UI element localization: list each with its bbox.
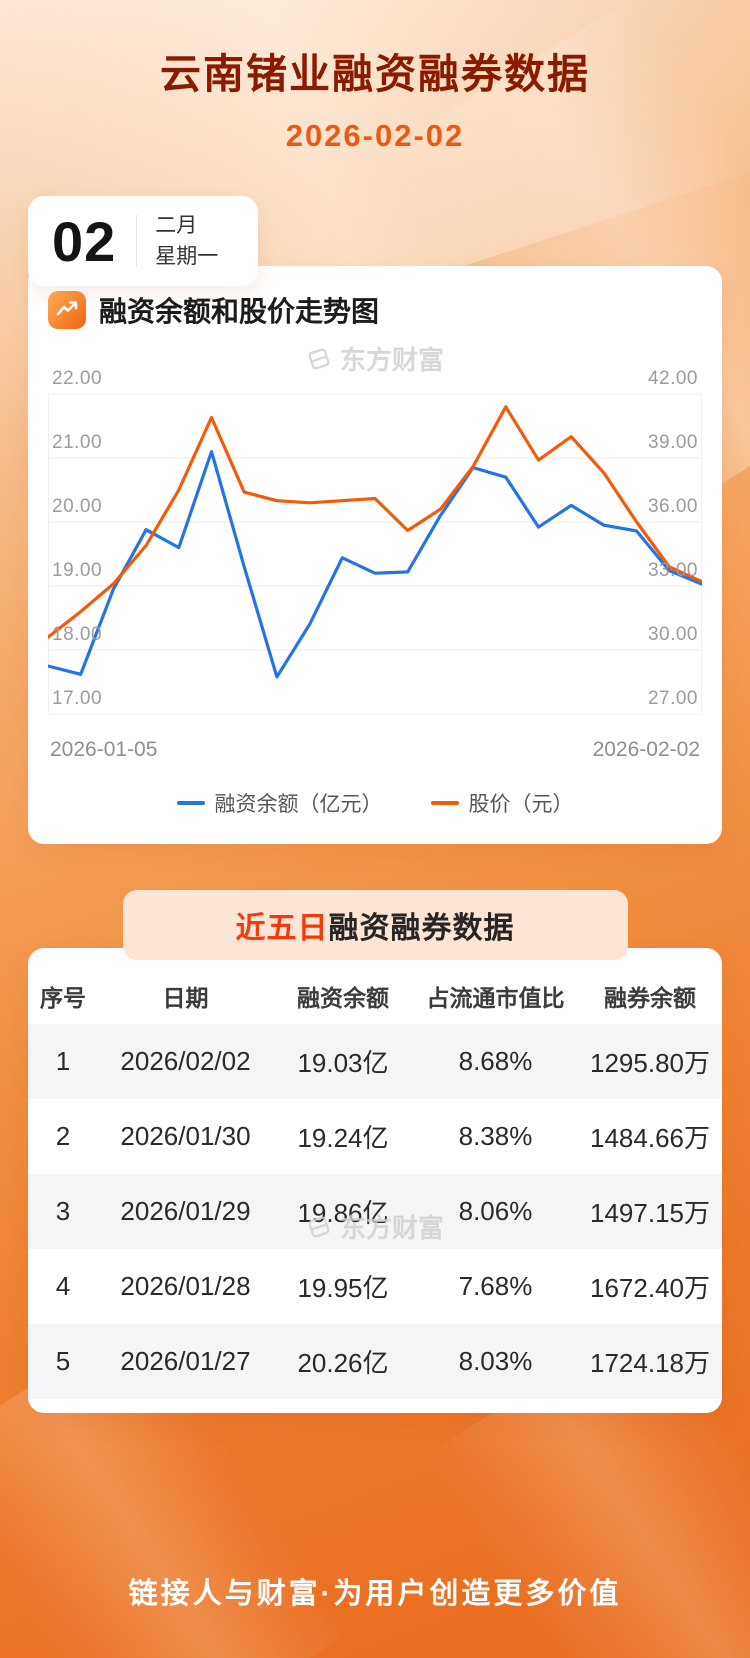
table-header-cell: 融券余额 [604,985,696,1011]
footer-slogan: 链接人与财富·为用户创造更多价值 [128,1578,622,1610]
chart-title: 融资余额和股价走势图 [99,296,380,327]
table-header-row: 序号 日期 融资余额 占流通市值比 融券余额 [28,968,722,1024]
table-cell: 1295.80万 [590,1048,710,1078]
table-title-highlight: 近五日 [235,912,329,945]
table-cell: 2026/02/02 [120,1046,251,1076]
right-axis-tick: 27.00 [647,688,698,709]
chart-card: 融资余额和股价走势图 东方财富 22.00 21.00 20.00 19.00 18.0… [28,266,722,844]
page-title: 云南锗业融资融券数据 [160,51,590,97]
legend-label: 融资余额（亿元） [214,793,383,816]
trend-chart-icon [48,291,86,329]
table-cell: 3 [55,1196,71,1226]
table-cell: 1 [55,1046,71,1076]
table-card: 序号 日期 融资余额 占流通市值比 融券余额 1 2026/02/02 19.03亿 8.68… [28,948,722,1413]
table-header-cell: 日期 [162,985,209,1011]
table-header-cell: 占流通市值比 [426,985,565,1011]
table-cell: 2026/01/27 [120,1346,251,1376]
table-cell: 1724.18万 [590,1348,710,1378]
table-cell: 19.03亿 [297,1048,389,1078]
table-header-cell: 序号 [40,985,86,1011]
table-cell: 19.95亿 [297,1273,389,1303]
table-cell: 2 [55,1121,71,1151]
table-row: 3 2026/01/29 19.86亿 8.06% 1497.15万 [28,1174,722,1249]
legend-item: 融资余额（亿元） [176,788,383,818]
table-cell: 19.86亿 [297,1198,389,1228]
table-title-badge: 近五日融资融券数据 [122,890,628,960]
table-cell: 2026/01/30 [120,1121,251,1151]
table-title-rest: 融资融券数据 [328,912,515,945]
table-cell: 2026/01/28 [120,1271,251,1301]
legend-label: 股价（元） [468,793,574,816]
table-cell: 8.68% [458,1046,533,1076]
table-cell: 5 [55,1346,71,1376]
table-row: 2 2026/01/30 19.24亿 8.38% 1484.66万 [28,1099,722,1174]
table-cell: 8.03% [458,1346,533,1376]
right-axis-tick: 39.00 [647,432,698,453]
left-axis-tick: 20.00 [52,496,103,517]
table-cell: 8.38% [458,1121,533,1151]
table-row: 4 2026/01/28 19.95亿 7.68% 1672.40万 [28,1249,722,1324]
date-badge: 02 二月 星期一 [28,196,258,286]
left-axis-tick: 21.00 [52,432,103,453]
table-row: 1 2026/02/02 19.03亿 8.68% 1295.80万 [28,1024,722,1099]
table-cell: 8.06% [458,1196,533,1226]
table-header-cell: 融资余额 [297,985,389,1011]
right-axis-tick: 30.00 [647,624,698,645]
page-date: 2026-02-02 [285,118,465,153]
watermark-text: 东方财富 [339,345,445,375]
right-axis-tick: 36.00 [647,496,698,517]
right-axis-tick: 33.00 [647,560,698,581]
table-cell: 1484.66万 [590,1123,710,1153]
line-chart-plot [48,393,702,715]
table-cell: 1497.15万 [590,1198,710,1228]
legend-marker [430,801,459,805]
table-cell: 2026/01/29 [120,1196,251,1226]
table-cell: 1672.40万 [590,1273,710,1303]
weekday-label: 星期一 [155,245,219,268]
table-cell: 4 [55,1271,71,1301]
table-cell: 19.24亿 [297,1123,389,1153]
day-number: 02 [52,209,117,273]
table-cell: 20.26亿 [297,1348,389,1378]
x-axis-start-label: 2026-01-05 [50,738,158,761]
divider [136,215,138,267]
left-axis-tick: 22.00 [52,368,103,389]
eastmoney-watermark: 东方财富 [306,340,444,377]
left-axis-tick: 17.00 [52,688,103,709]
eastmoney-logo-icon [308,347,330,370]
chart-area: 东方财富 22.00 21.00 20.00 19.00 18.00 17.00 42.00… [48,345,702,728]
left-axis-tick: 18.00 [52,624,103,645]
left-axis-tick: 19.00 [52,560,103,581]
month-label: 二月 [155,213,198,237]
table-section: 近五日融资融券数据 序号 日期 融资余额 占流通市值比 融券余额 1 2026/02/02… [0,890,750,1413]
chart-legend: 融资余额（亿元） 股价（元） [48,788,702,818]
table-cell: 7.68% [458,1271,533,1301]
right-axis-tick: 42.00 [647,368,698,389]
table-row: 5 2026/01/27 20.26亿 8.03% 1724.18万 [28,1324,722,1399]
legend-marker [176,801,205,805]
legend-item: 股价（元） [430,788,574,818]
table-body: 1 2026/02/02 19.03亿 8.68% 1295.80万 2 2026/01/3… [28,1024,722,1399]
page-footer: 链接人与财富·为用户创造更多价值 [0,1570,750,1658]
page-header: 云南锗业融资融券数据 2026-02-02 [0,0,750,154]
x-axis-end-label: 2026-02-02 [592,738,700,761]
